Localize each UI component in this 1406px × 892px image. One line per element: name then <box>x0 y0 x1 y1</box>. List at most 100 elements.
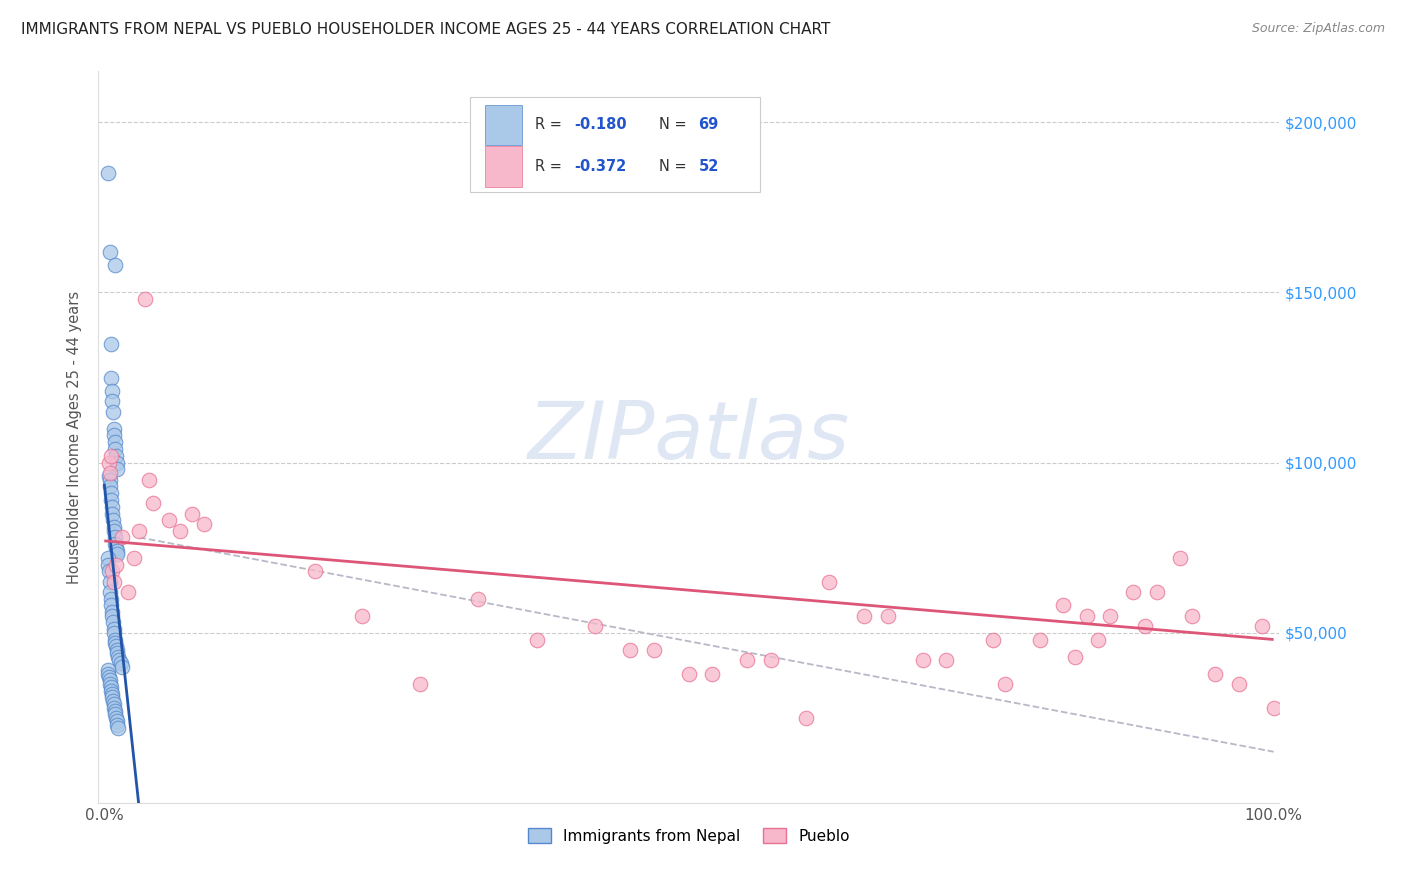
Point <box>1251 619 1274 633</box>
Point <box>105 462 128 476</box>
Text: -0.372: -0.372 <box>575 159 627 174</box>
Point <box>100 370 122 384</box>
Point <box>643 642 665 657</box>
Point <box>107 649 129 664</box>
Point <box>100 599 122 613</box>
Point <box>1146 585 1168 599</box>
Point <box>935 653 957 667</box>
Point <box>98 585 121 599</box>
Point <box>1087 632 1109 647</box>
Point <box>104 258 127 272</box>
Point <box>98 473 121 487</box>
Point <box>169 524 191 538</box>
Point <box>759 653 782 667</box>
Point <box>100 449 122 463</box>
Point <box>1098 608 1121 623</box>
Point <box>108 653 131 667</box>
Point <box>101 605 124 619</box>
Point <box>107 721 129 735</box>
Bar <box>485 146 523 186</box>
Point <box>105 548 128 562</box>
Point <box>104 442 127 456</box>
Point <box>101 565 124 579</box>
Point <box>105 714 128 728</box>
Point <box>104 558 127 572</box>
Point <box>101 513 124 527</box>
Point <box>1168 550 1191 565</box>
Point <box>104 632 127 647</box>
Point <box>1076 608 1098 623</box>
Point <box>583 619 606 633</box>
Point <box>619 642 641 657</box>
Point <box>138 473 160 487</box>
Point <box>105 646 128 660</box>
Point <box>98 466 121 480</box>
Point <box>1181 608 1204 623</box>
Point <box>100 591 122 606</box>
Text: 69: 69 <box>699 117 718 132</box>
Point <box>104 435 127 450</box>
Point <box>101 500 124 514</box>
Point <box>97 469 120 483</box>
Point <box>98 574 121 589</box>
Point <box>100 680 122 694</box>
Point <box>101 615 124 630</box>
Point <box>911 653 934 667</box>
Point <box>97 456 120 470</box>
Point <box>101 507 124 521</box>
Point <box>117 585 139 599</box>
Point <box>103 625 125 640</box>
Point <box>104 541 127 555</box>
Text: Source: ZipAtlas.com: Source: ZipAtlas.com <box>1251 22 1385 36</box>
Point <box>97 666 120 681</box>
Point <box>1227 677 1250 691</box>
Point <box>97 166 120 180</box>
Point <box>1204 666 1226 681</box>
Point <box>104 640 127 654</box>
Point <box>818 574 841 589</box>
Point <box>100 493 122 508</box>
Point <box>101 694 124 708</box>
Point <box>98 673 121 688</box>
Point <box>100 336 122 351</box>
Point <box>853 608 876 623</box>
Point <box>105 456 128 470</box>
Point <box>981 632 1004 647</box>
Point <box>1052 599 1074 613</box>
Point <box>101 690 124 705</box>
Point <box>122 550 145 565</box>
Point <box>702 666 724 681</box>
Text: N =: N = <box>659 117 692 132</box>
Point <box>98 244 121 259</box>
Point <box>678 666 700 681</box>
Point <box>103 520 125 534</box>
Point <box>794 711 817 725</box>
Point <box>110 657 132 671</box>
Point <box>876 608 898 623</box>
Point <box>134 293 156 307</box>
Point <box>97 565 120 579</box>
Point <box>1029 632 1052 647</box>
Point <box>104 704 127 718</box>
Point <box>304 565 326 579</box>
Point <box>103 700 125 714</box>
Text: -0.180: -0.180 <box>575 117 627 132</box>
Point <box>103 574 125 589</box>
Point <box>103 421 125 435</box>
Point <box>104 531 127 545</box>
Point <box>97 670 120 684</box>
Point <box>103 428 125 442</box>
Point <box>1122 585 1144 599</box>
Point <box>103 622 125 636</box>
Point <box>103 697 125 711</box>
Point <box>111 659 134 673</box>
Point <box>350 608 373 623</box>
Legend: Immigrants from Nepal, Pueblo: Immigrants from Nepal, Pueblo <box>522 822 856 850</box>
Text: R =: R = <box>536 117 567 132</box>
Point <box>105 717 128 731</box>
Point <box>157 513 180 527</box>
Point <box>1133 619 1156 633</box>
Point <box>111 531 134 545</box>
Point <box>101 608 124 623</box>
Point <box>737 653 759 667</box>
